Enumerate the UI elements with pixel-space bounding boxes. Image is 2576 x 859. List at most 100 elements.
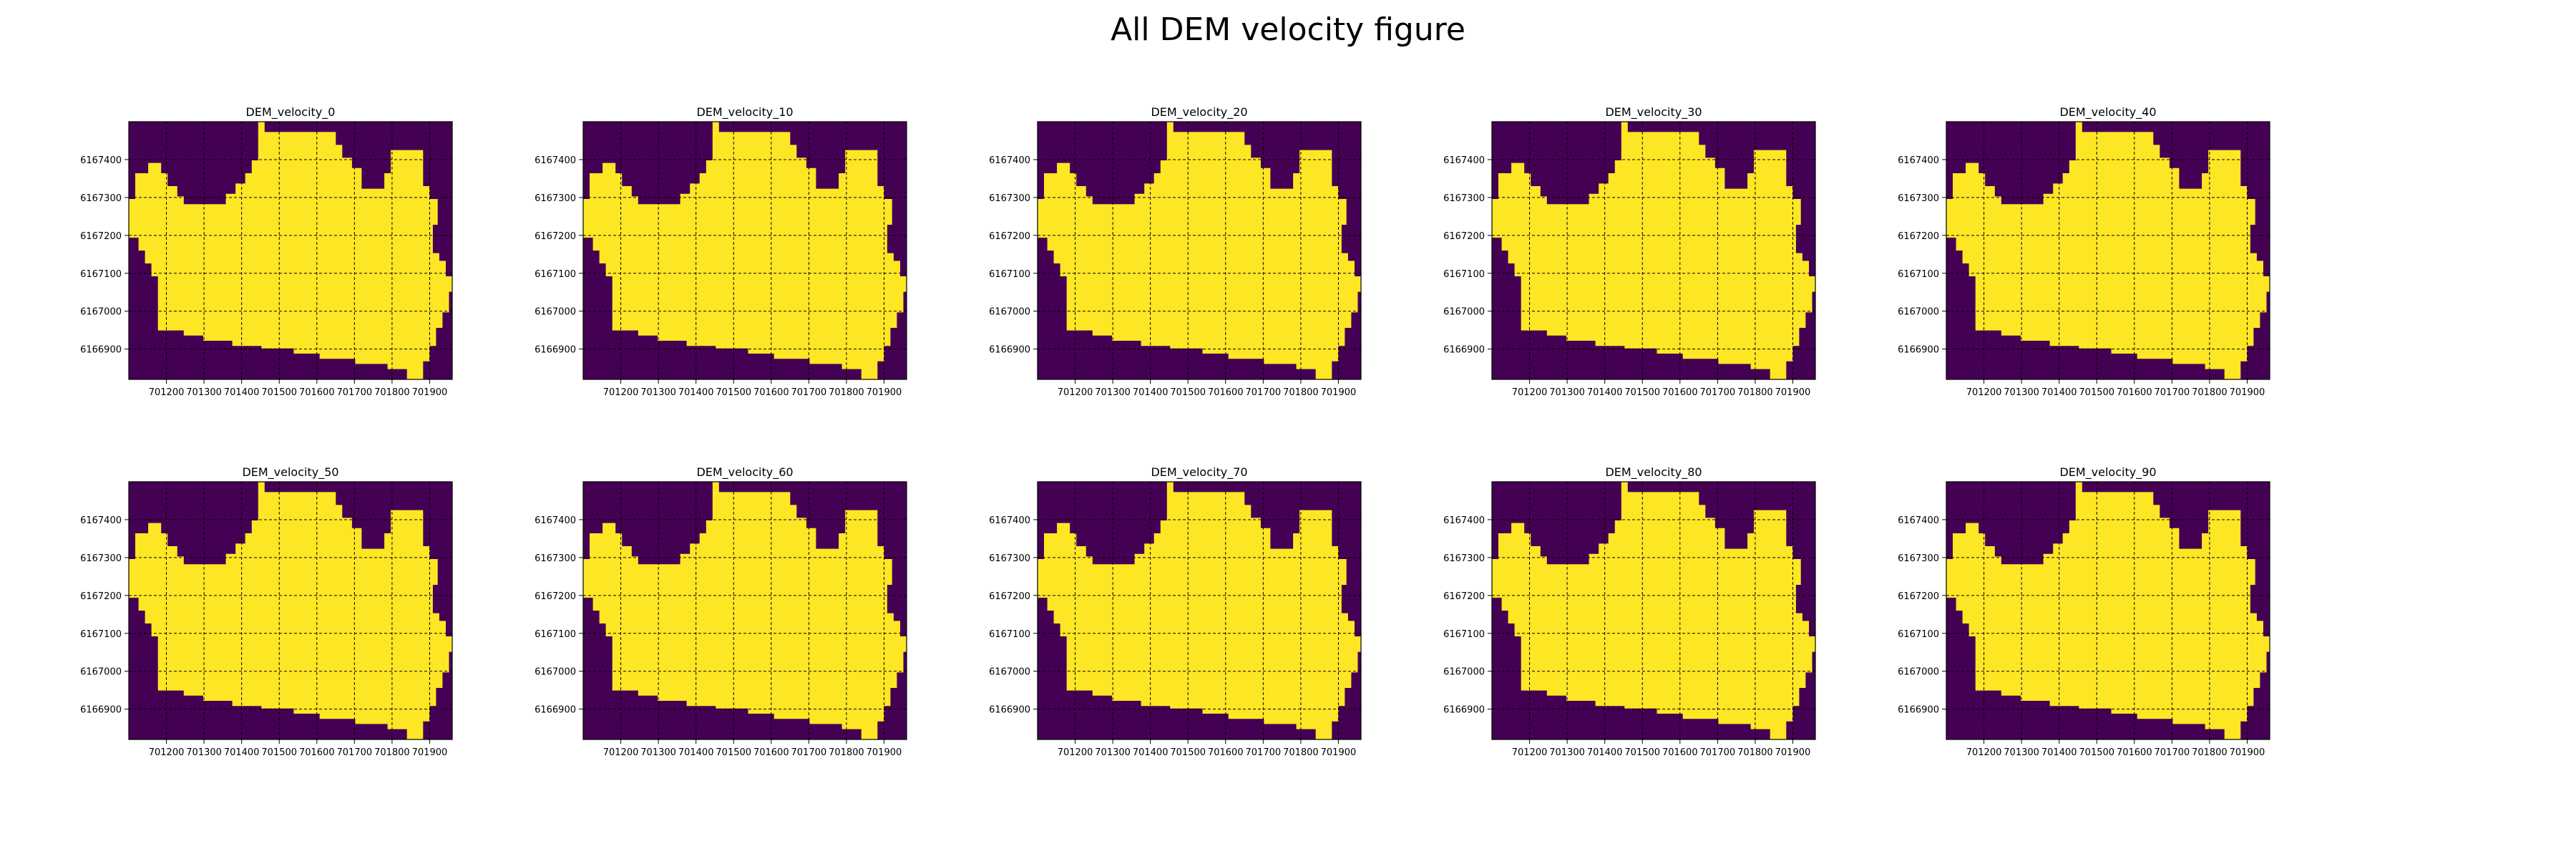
x-tick-label: 701500 — [261, 387, 297, 398]
x-tick-label: 701900 — [1775, 747, 1811, 758]
y-tick-label: 6167300 — [1898, 193, 1939, 204]
inside-region — [583, 482, 907, 739]
x-tick-label: 701200 — [1512, 387, 1548, 398]
y-tick-label: 6167400 — [1898, 515, 1939, 526]
x-tick-label: 701400 — [2041, 747, 2077, 758]
x-tick-label: 701800 — [829, 747, 864, 758]
panel-5: 701200 701300 701400 701500 701600 701700 7018… — [1898, 105, 2270, 398]
x-tick-label: 701700 — [1246, 387, 1282, 398]
y-tick-label: 6167400 — [1443, 155, 1485, 166]
y-tick-label: 6167200 — [989, 231, 1030, 242]
axes-frame — [1946, 121, 2270, 380]
x-tick-label: 701300 — [1549, 747, 1585, 758]
x-tick-label: 701900 — [412, 747, 448, 758]
panel-title: DEM_velocity_50 — [242, 465, 338, 480]
x-tick-label: 701700 — [1700, 747, 1736, 758]
panel-3: 701200 701300 701400 701500 701600 701700 7018… — [989, 105, 1362, 398]
panel-8: 701200 701300 701400 701500 701600 701700 7018… — [989, 465, 1362, 758]
y-tick-label: 6167300 — [535, 553, 576, 564]
x-tick-label: 701500 — [716, 747, 751, 758]
x-tick-label: 701700 — [1246, 747, 1282, 758]
x-tick-label: 701600 — [1208, 747, 1244, 758]
panel-9: 701200 701300 701400 701500 701600 701700 7018… — [1443, 465, 1816, 758]
y-tick-label: 6167300 — [1443, 553, 1485, 564]
x-tick-label: 701700 — [337, 387, 373, 398]
x-tick-label: 701400 — [678, 747, 714, 758]
x-tick-label: 701700 — [791, 747, 827, 758]
inside-region — [129, 122, 452, 379]
panel-title: DEM_velocity_90 — [2059, 465, 2156, 480]
panel-title: DEM_velocity_30 — [1605, 105, 1702, 120]
x-tick-label: 701200 — [603, 387, 639, 398]
x-tick-label: 701600 — [1662, 747, 1698, 758]
x-tick-label: 701900 — [1775, 387, 1811, 398]
y-tick-label: 6166900 — [1898, 705, 1939, 716]
inside-region — [129, 482, 452, 739]
axes-frame — [1037, 481, 1362, 740]
x-tick-label: 701600 — [753, 747, 789, 758]
panel-title: DEM_velocity_80 — [1605, 465, 1702, 480]
y-tick-label: 6167000 — [1443, 307, 1485, 318]
y-tick-label: 6167300 — [1898, 553, 1939, 564]
y-tick-label: 6167000 — [80, 307, 122, 318]
axes-frame — [1491, 121, 1816, 380]
inside-region — [1038, 482, 1361, 739]
y-tick-label: 6167000 — [535, 667, 576, 678]
inside-region — [1038, 122, 1361, 379]
y-tick-label: 6167200 — [1898, 231, 1939, 242]
x-tick-label: 701800 — [374, 387, 410, 398]
x-tick-label: 701300 — [1095, 387, 1131, 398]
x-tick-label: 701300 — [1549, 387, 1585, 398]
y-tick-label: 6166900 — [1898, 345, 1939, 356]
y-tick-label: 6167100 — [80, 269, 122, 280]
x-tick-label: 701400 — [1133, 387, 1169, 398]
figure-title: All DEM velocity figure — [1111, 11, 1465, 48]
y-tick-label: 6167100 — [535, 629, 576, 640]
y-tick-label: 6167100 — [989, 629, 1030, 640]
y-tick-label: 6167300 — [80, 553, 122, 564]
x-tick-label: 701900 — [2230, 387, 2265, 398]
x-tick-label: 701900 — [1321, 387, 1357, 398]
x-tick-label: 701600 — [2117, 387, 2152, 398]
x-tick-label: 701300 — [1095, 747, 1131, 758]
y-tick-label: 6166900 — [989, 345, 1030, 356]
x-tick-label: 701800 — [2192, 387, 2228, 398]
x-tick-label: 701300 — [640, 387, 676, 398]
y-tick-label: 6167200 — [1898, 591, 1939, 602]
axes-frame — [1946, 481, 2270, 740]
x-tick-label: 701800 — [1283, 747, 1319, 758]
axes-frame — [128, 121, 453, 380]
y-tick-label: 6167100 — [1898, 269, 1939, 280]
y-tick-label: 6166900 — [535, 345, 576, 356]
x-tick-label: 701300 — [2004, 747, 2039, 758]
y-tick-label: 6167400 — [989, 515, 1030, 526]
y-tick-label: 6167400 — [80, 515, 122, 526]
x-tick-label: 701400 — [678, 387, 714, 398]
inside-region — [583, 122, 907, 379]
y-tick-label: 6167200 — [80, 231, 122, 242]
y-tick-label: 6167000 — [989, 307, 1030, 318]
inside-region — [1492, 482, 1815, 739]
y-tick-label: 6167200 — [535, 591, 576, 602]
x-tick-label: 701600 — [753, 387, 789, 398]
y-tick-label: 6166900 — [535, 705, 576, 716]
x-tick-label: 701600 — [1662, 387, 1698, 398]
y-tick-label: 6166900 — [1443, 705, 1485, 716]
inside-region — [1492, 122, 1815, 379]
x-tick-label: 701400 — [1133, 747, 1169, 758]
y-tick-label: 6167000 — [1443, 667, 1485, 678]
y-tick-label: 6167100 — [1443, 269, 1485, 280]
y-tick-label: 6167000 — [1898, 307, 1939, 318]
panel-4: 701200 701300 701400 701500 701600 701700 7018… — [1443, 105, 1816, 398]
x-tick-label: 701900 — [867, 747, 902, 758]
y-tick-label: 6167200 — [989, 591, 1030, 602]
x-tick-label: 701700 — [2155, 747, 2190, 758]
x-tick-label: 701900 — [412, 387, 448, 398]
panel-title: DEM_velocity_0 — [246, 105, 336, 120]
x-tick-label: 701600 — [2117, 747, 2152, 758]
x-tick-label: 701600 — [299, 387, 335, 398]
x-tick-label: 701500 — [1170, 387, 1206, 398]
y-tick-label: 6167300 — [989, 553, 1030, 564]
x-tick-label: 701800 — [374, 747, 410, 758]
